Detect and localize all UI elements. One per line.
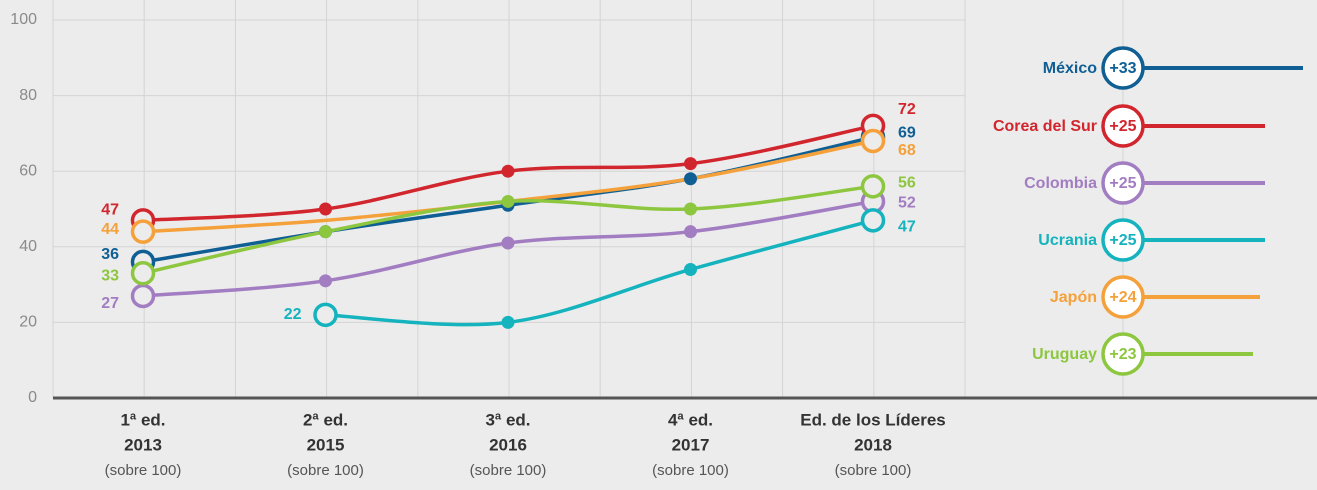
x-tick-year: 2018	[854, 435, 892, 454]
marker	[684, 202, 697, 216]
legend-change: +25	[1109, 232, 1136, 249]
marker	[319, 202, 332, 216]
marker	[501, 236, 515, 250]
marker	[684, 262, 697, 276]
open-marker	[130, 283, 156, 309]
y-tick-label: 80	[19, 87, 37, 104]
open-marker	[860, 174, 886, 199]
x-tick-year: 2013	[124, 435, 162, 454]
legend-circle	[1101, 218, 1145, 262]
marker	[319, 225, 332, 239]
data-label: 47	[898, 219, 916, 236]
y-tick-label: 0	[28, 389, 37, 406]
x-tick-label: 3ª ed.	[485, 410, 530, 429]
data-label: 56	[898, 175, 916, 192]
legend-label: Corea del Sur	[993, 118, 1097, 135]
x-tick-label: 1ª ed.	[120, 410, 165, 429]
series-line	[142, 139, 874, 234]
x-tick-note: (sobre 100)	[470, 462, 547, 479]
legend-label: Uruguay	[1032, 346, 1097, 363]
legend-label: México	[1043, 60, 1097, 77]
x-tick-label: 2ª ed.	[303, 410, 348, 429]
data-label: 33	[101, 267, 119, 284]
x-tick-year: 2016	[489, 435, 527, 454]
legend-label: Colombia	[1024, 175, 1097, 192]
legend-circle	[1101, 332, 1145, 376]
legend-label: Ucrania	[1038, 232, 1097, 249]
data-label: 44	[101, 221, 119, 238]
y-tick-label: 60	[19, 162, 37, 179]
x-tick-note: (sobre 100)	[652, 462, 729, 479]
series-line	[325, 218, 874, 327]
legend-change: +25	[1109, 118, 1136, 135]
marker	[684, 157, 697, 171]
marker	[684, 225, 697, 239]
y-tick-label: 40	[19, 238, 37, 255]
open-marker	[860, 128, 886, 154]
open-marker	[860, 208, 886, 233]
marker	[501, 194, 515, 208]
legend-change: +33	[1109, 60, 1136, 77]
data-label: 47	[101, 202, 119, 219]
x-tick-year: 2015	[307, 435, 345, 454]
legend-circle	[1101, 161, 1145, 205]
x-tick-note: (sobre 100)	[287, 462, 364, 479]
x-tick-year: 2017	[672, 435, 710, 454]
y-tick-label: 100	[10, 11, 37, 28]
marker	[684, 172, 697, 186]
data-label: 69	[898, 124, 916, 141]
legend-change: +24	[1109, 289, 1136, 306]
open-marker	[130, 219, 156, 244]
data-label: 27	[101, 295, 119, 312]
x-tick-note: (sobre 100)	[835, 462, 912, 479]
data-label: 36	[101, 246, 119, 263]
legend-label: Japón	[1050, 289, 1097, 306]
x-tick-note: (sobre 100)	[105, 462, 182, 479]
marker	[501, 164, 515, 178]
data-label: 68	[898, 142, 916, 159]
open-marker	[313, 302, 338, 328]
marker	[319, 274, 332, 288]
marker	[501, 315, 515, 329]
data-label: 22	[284, 306, 302, 323]
legend-change: +25	[1109, 175, 1136, 192]
data-label: 72	[898, 101, 916, 118]
x-tick-label: Ed. de los Líderes	[800, 410, 946, 429]
legend-change: +23	[1109, 346, 1136, 363]
legend-circle	[1101, 46, 1145, 90]
x-tick-label: 4ª ed.	[668, 410, 713, 429]
data-label: 52	[898, 195, 916, 212]
open-marker	[130, 261, 156, 286]
y-tick-label: 20	[19, 314, 37, 331]
legend-circle	[1101, 275, 1145, 319]
legend-circle	[1101, 104, 1145, 148]
